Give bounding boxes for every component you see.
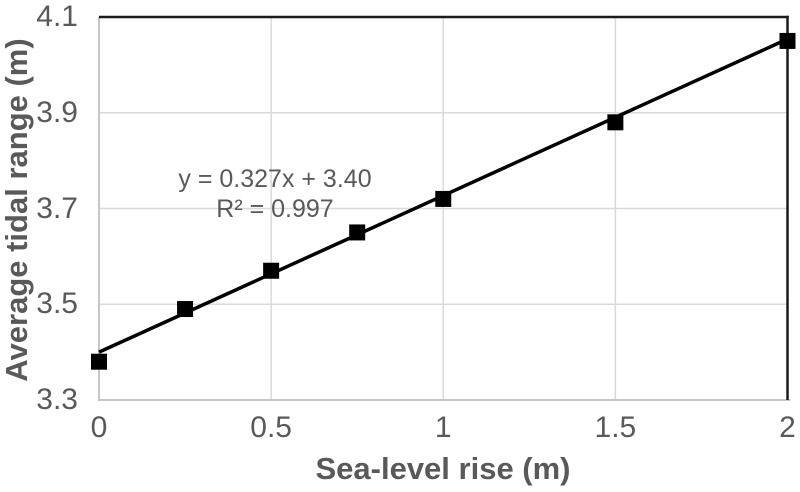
data-point-marker [177, 301, 194, 318]
trendline-annotation: y = 0.327x + 3.40 R² = 0.997 [125, 164, 425, 224]
y-axis-tick-label: 3.5 [36, 287, 78, 321]
data-point-marker [263, 262, 280, 279]
x-axis-tick-label: 0 [90, 411, 108, 444]
x-axis-tick-label: 2 [779, 411, 796, 444]
x-axis-tick-label: 1 [434, 411, 452, 444]
y-axis-tick-label: 3.3 [36, 383, 78, 416]
trendline-r-squared: R² = 0.997 [216, 195, 334, 223]
data-point-marker [607, 114, 624, 131]
x-axis-title: Sea-level rise (m) [315, 451, 571, 486]
y-axis-tick-label: 3.7 [36, 191, 78, 225]
data-point-marker [435, 190, 452, 207]
y-axis-tick-label: 4.1 [36, 0, 78, 33]
data-point-marker [349, 224, 366, 241]
trendline-equation: y = 0.327x + 3.40 [178, 165, 372, 193]
y-axis-tick-label: 3.9 [36, 95, 78, 129]
x-axis-tick-label: 1.5 [594, 411, 637, 444]
data-point-marker [91, 353, 107, 370]
x-axis-tick-label: 0.5 [250, 411, 292, 444]
data-point-marker [779, 32, 796, 49]
